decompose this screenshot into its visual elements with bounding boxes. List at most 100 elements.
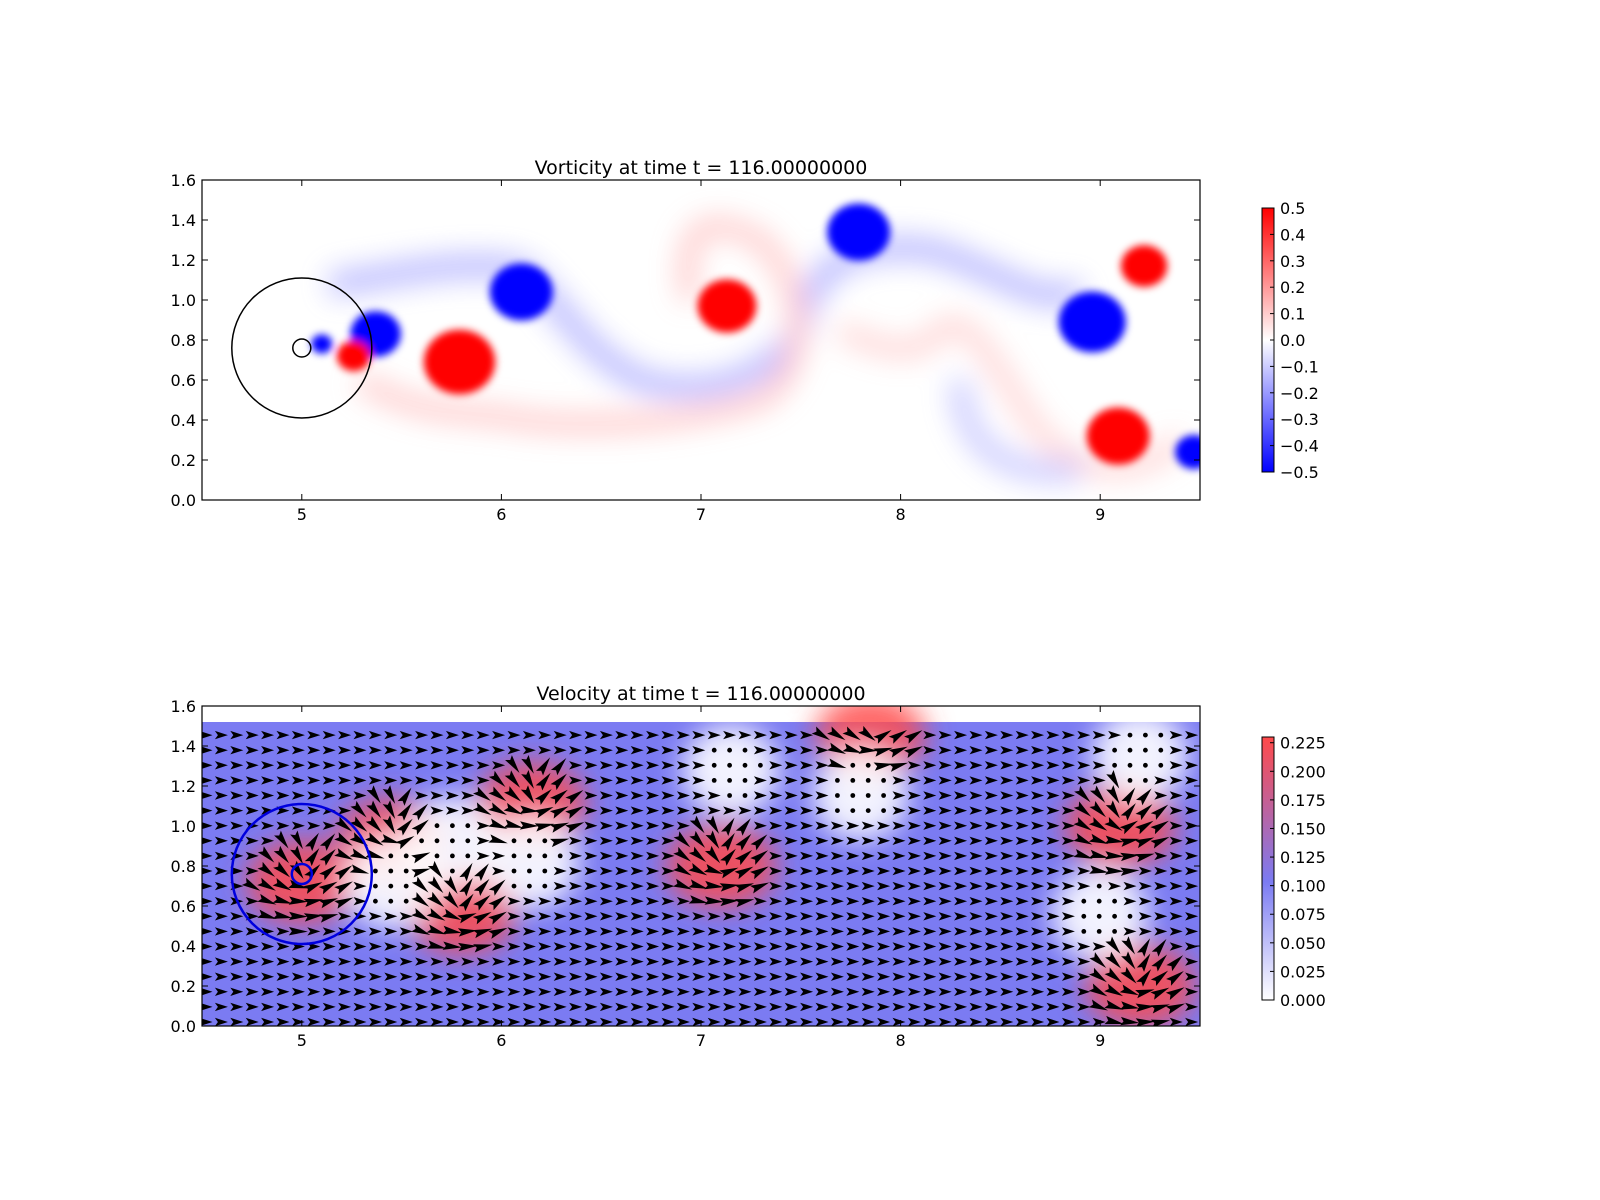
quiver-arrow — [519, 821, 539, 830]
quiver-arrow — [476, 730, 490, 740]
quiver-arrow — [291, 746, 305, 755]
quiver-arrow — [549, 822, 570, 833]
quiver-arrow — [692, 942, 706, 951]
quiver-arrow — [892, 957, 906, 966]
x-tick-label: 6 — [496, 505, 506, 524]
quiver-dot — [850, 793, 856, 798]
quiver-arrow — [599, 942, 613, 951]
quiver-dot — [711, 762, 717, 768]
quiver-arrow — [1000, 927, 1014, 936]
quiver-arrow — [584, 927, 598, 936]
quiver-arrow — [630, 761, 644, 770]
quiver-arrow — [488, 802, 508, 815]
quiver-arrow — [507, 897, 521, 906]
quiver-arrow — [1169, 851, 1183, 861]
quiver-arrow — [214, 776, 228, 785]
quiver-arrow — [769, 957, 783, 966]
quiver-arrow — [923, 791, 937, 800]
quiver-arrow — [288, 896, 308, 905]
quiver-arrow — [1185, 791, 1199, 800]
quiver-arrow — [1015, 927, 1029, 936]
quiver-dot — [542, 838, 548, 844]
quiver-arrow — [830, 972, 844, 981]
quiver-arrow — [384, 776, 398, 785]
quiver-arrow — [769, 972, 783, 981]
quiver-arrow — [907, 776, 921, 785]
y-tick-label: 0.0 — [171, 1017, 196, 1036]
quiver-arrow — [1185, 866, 1199, 876]
quiver-arrow — [1046, 821, 1060, 830]
quiver-arrow — [984, 746, 998, 755]
y-tick-label: 0.8 — [171, 331, 196, 350]
quiver-arrow — [569, 927, 583, 936]
quiver-arrow — [288, 911, 308, 921]
quiver-arrow — [245, 746, 259, 755]
quiver-arrow — [569, 746, 583, 755]
quiver-arrow — [892, 791, 906, 800]
quiver-arrow — [615, 1017, 629, 1026]
quiver-arrow — [769, 1017, 783, 1026]
quiver-arrow — [1092, 776, 1106, 785]
quiver-arrow — [800, 730, 814, 740]
quiver-arrow — [504, 786, 522, 802]
quiver-arrow — [459, 878, 473, 897]
quiver-dot — [1158, 747, 1164, 753]
quiver-arrow — [1061, 1017, 1075, 1026]
quiver-arrow — [661, 972, 675, 981]
quiver-arrow — [861, 957, 875, 966]
quiver-arrow — [276, 927, 290, 936]
quiver-arrow — [474, 863, 489, 882]
quiver-arrow — [846, 912, 860, 921]
quiver-arrow — [815, 912, 829, 921]
quiver-arrow — [488, 770, 506, 788]
quiver-arrow — [707, 942, 721, 951]
colorbar-tick-label: 0.025 — [1280, 962, 1326, 981]
quiver-arrow — [646, 927, 660, 936]
quiver-arrow — [1135, 989, 1155, 999]
quiver-arrow — [1104, 851, 1125, 860]
quiver-arrow — [800, 776, 814, 785]
quiver-arrow — [954, 912, 968, 921]
quiver-arrow — [888, 730, 908, 744]
quiver-arrow — [261, 761, 275, 770]
quiver-arrow — [738, 957, 752, 966]
quiver-dot — [373, 868, 378, 874]
quiver-arrow — [1154, 881, 1168, 891]
quiver-arrow — [461, 746, 475, 755]
quiver-arrow — [366, 800, 382, 819]
quiver-arrow — [202, 761, 213, 769]
quiver-arrow — [630, 942, 644, 951]
quiver-arrow — [646, 881, 660, 891]
quiver-arrow — [815, 791, 829, 800]
quiver-arrow — [954, 866, 968, 876]
quiver-arrow — [630, 791, 644, 800]
quiver-arrow — [969, 746, 983, 755]
quiver-arrow — [877, 821, 891, 830]
quiver-arrow — [689, 815, 705, 834]
quiver-arrow — [827, 726, 846, 741]
quiver-arrow — [230, 746, 244, 755]
quiver-arrow — [319, 848, 336, 866]
quiver-arrow — [520, 785, 535, 804]
quiver-arrow — [892, 912, 906, 921]
quiver-arrow — [472, 911, 492, 925]
quiver-arrow — [1169, 776, 1183, 785]
quiver-arrow — [553, 912, 567, 921]
y-tick-label: 0.6 — [171, 371, 196, 390]
quiver-arrow — [892, 881, 906, 891]
quiver-arrow — [368, 746, 382, 755]
colorbar-tick-label: −0.2 — [1280, 384, 1319, 403]
quiver-arrow — [415, 761, 429, 770]
quiver-dot — [1096, 913, 1102, 919]
quiver-arrow — [784, 881, 798, 891]
quiver-arrow — [507, 927, 521, 936]
quiver-arrow — [230, 972, 244, 981]
quiver-arrow — [476, 1002, 490, 1012]
quiver-arrow — [338, 791, 352, 800]
quiver-arrow — [784, 897, 798, 906]
quiver-arrow — [261, 972, 275, 981]
quiver-arrow — [488, 927, 508, 939]
quiver-arrow — [599, 806, 613, 815]
quiver-arrow — [861, 987, 875, 996]
quiver-arrow — [430, 746, 444, 755]
